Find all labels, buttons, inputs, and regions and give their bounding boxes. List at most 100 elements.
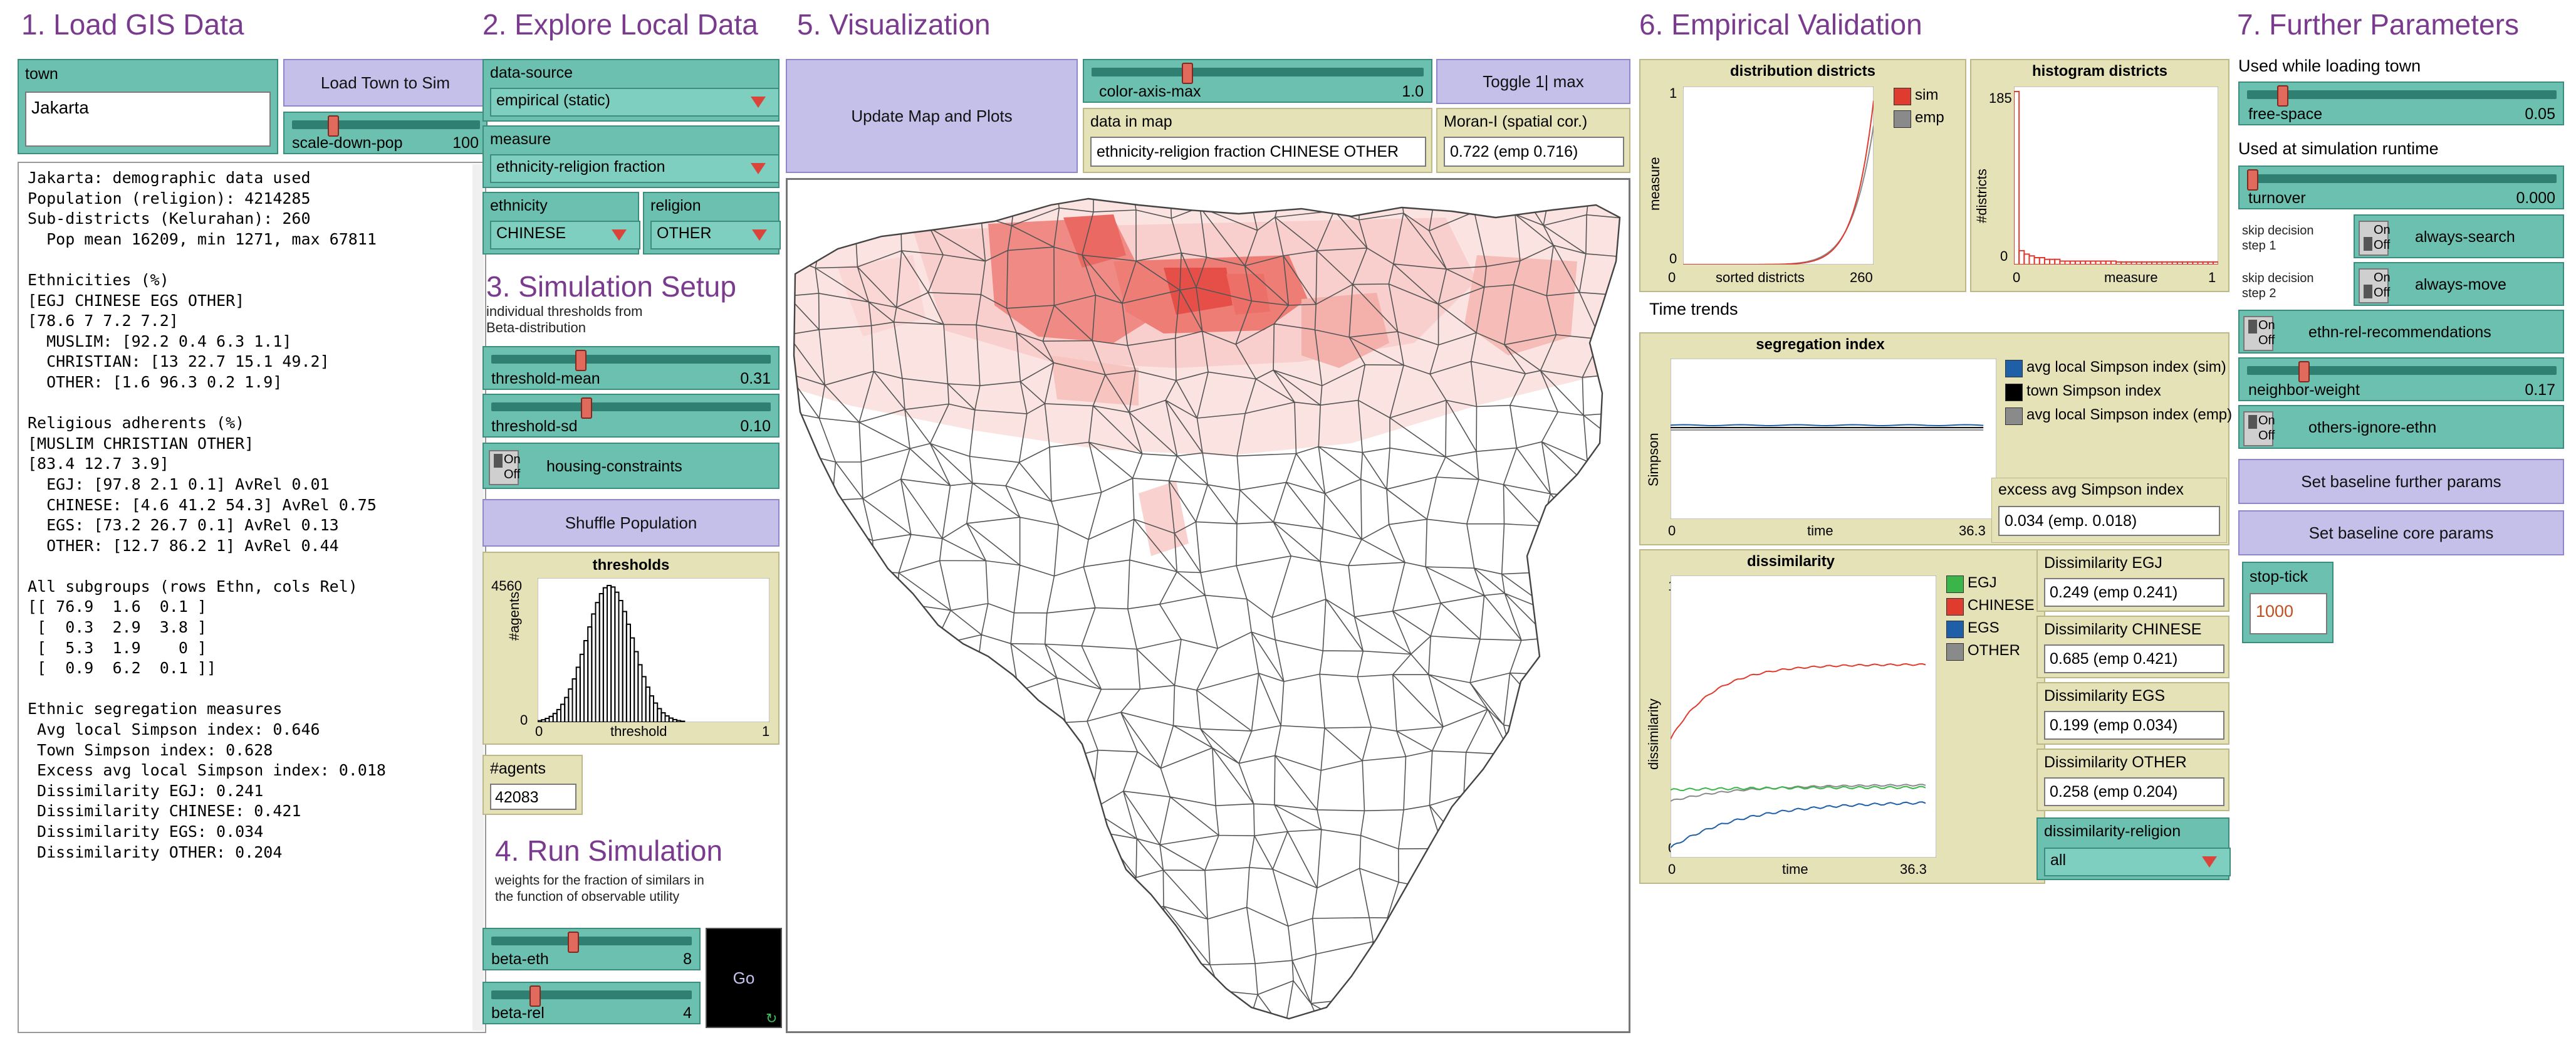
shuffle-population-button[interactable]: Shuffle Population [482,499,780,547]
histogram-districts-plot: histogram districts 185 0 #districts 0 m… [1970,59,2229,292]
always-move-switch[interactable]: On Off always-move [2354,262,2564,306]
load-town-button[interactable]: Load Town to Sim [283,59,488,107]
ethn-rel-recommendations-switch[interactable]: On Off ethn-rel-recommendations [2238,310,2564,354]
legend-egj-label: EGJ [1968,574,1997,591]
output-scrollbar[interactable] [472,164,484,1031]
switch-on-label: On [2374,223,2391,237]
section-header-explore: 2. Explore Local Data [482,8,758,41]
legend-avg-emp-swatch [2005,407,2023,425]
update-map-button[interactable]: Update Map and Plots [786,59,1078,173]
section-header-setup: 3. Simulation Setup [486,270,736,303]
scale-down-pop-slider[interactable]: scale-down-pop 100 [283,112,488,154]
y-max-label: 185 [1989,90,2012,106]
map-view[interactable] [786,178,1630,1033]
toggle-switch[interactable]: On Off [2359,268,2391,303]
set-baseline-core-button[interactable]: Set baseline core params [2238,510,2564,555]
slider-track[interactable] [491,937,692,945]
x-max-label: 260 [1850,270,1873,285]
toggle-switch[interactable]: On Off [2243,316,2275,351]
y-max-label: 1 [1669,85,1677,101]
slider-knob[interactable] [568,932,580,953]
slider-knob[interactable] [2277,85,2288,107]
y-axis-label: Simpson [1645,433,1661,486]
dissimilarity-religion-value[interactable]: all [2044,848,2231,876]
agents-monitor: #agents 42083 [482,755,583,815]
slider-track[interactable] [292,120,480,129]
slider-track[interactable] [2247,366,2557,375]
legend-egs-swatch [1946,621,1964,638]
slider-knob[interactable] [1182,63,1194,84]
toggle-switch[interactable]: On Off [489,450,521,485]
slider-track[interactable] [491,402,771,411]
always-move-label: always-move [2415,276,2506,293]
thresholds-histogram [538,578,769,722]
dissimilarity-other-monitor: Dissimilarity OTHER 0.258 (emp 0.204) [2036,748,2229,811]
town-input[interactable]: Jakarta [25,92,271,147]
beta-rel-slider[interactable]: beta-rel 4 [482,982,701,1024]
slider-knob[interactable] [2247,169,2258,191]
runtime-note: Used at simulation runtime [2238,139,2439,158]
skip-step1-note: skip decision step 1 [2242,224,2314,253]
output-panel[interactable]: Jakarta: demographic data used Populatio… [18,162,486,1033]
stop-tick-input[interactable]: 1000 [2250,593,2327,634]
setup-note: individual thresholds from Beta-distribu… [486,303,643,335]
measure-value[interactable]: ethnicity-religion fraction [490,154,780,183]
religion-chooser[interactable]: religion OTHER [643,192,781,255]
color-axis-max-slider[interactable]: color-axis-max 1.0 [1083,59,1432,103]
town-input-widget[interactable]: town Jakarta [18,59,278,154]
plot-title: distribution districts [1729,63,1875,80]
ethnicity-label: ethnicity [490,197,548,214]
legend-chinese-swatch [1946,598,1964,616]
plot-title: histogram districts [2031,63,2168,80]
go-button[interactable]: Go [706,928,782,1028]
legend-avg-sim-label: avg local Simpson index (sim) [2026,359,2226,376]
slider-track[interactable] [2247,90,2557,99]
slider-track[interactable] [491,355,771,364]
legend-emp-label: emp [1915,109,1944,126]
switch-on-label: On [2258,414,2275,428]
data-source-value[interactable]: empirical (static) [490,88,780,117]
dissimilarity-religion-chooser[interactable]: dissimilarity-religion all [2036,817,2231,880]
neighbor-weight-slider[interactable]: neighbor-weight 0.17 [2238,357,2564,401]
y-axis-label: dissimilarity [1645,698,1661,770]
ethnicity-chooser[interactable]: ethnicity CHINESE [482,192,640,255]
legend-sim-label: sim [1915,87,1939,103]
dissimilarity-plot: dissimilarity 1 0 dissimilarity 0 time 3… [1639,549,2045,884]
chevron-down-icon [751,163,766,174]
dissimilarity-chinese-monitor: Dissimilarity CHINESE 0.685 (emp 0.421) [2036,616,2229,678]
toggle-switch[interactable]: On Off [2359,221,2391,256]
threshold-sd-value: 0.10 [740,418,771,435]
slider-knob[interactable] [575,350,587,371]
data-source-chooser[interactable]: data-source empirical (static) [482,59,780,122]
slider-knob[interactable] [529,985,541,1007]
chevron-down-icon [612,229,627,241]
toggle-max-button[interactable]: Toggle 1| max [1436,59,1630,104]
turnover-slider[interactable]: turnover 0.000 [2238,165,2564,209]
set-baseline-further-button[interactable]: Set baseline further params [2238,459,2564,504]
segregation-index-plot: segregation index Simpson 0 time 36.3 av… [1639,332,2232,545]
toggle-switch[interactable]: On Off [2243,411,2275,446]
slider-track[interactable] [1092,68,1424,76]
y-axis-label: measure [1647,157,1662,211]
legend-town-swatch [2005,384,2023,401]
slider-knob[interactable] [580,397,592,419]
switch-knob [494,454,503,468]
dissimilarity-other-value: 0.258 (emp 0.204) [2044,777,2224,806]
housing-constraints-switch[interactable]: On Off housing-constraints [482,443,780,489]
stop-tick-input-widget[interactable]: stop-tick 1000 [2242,562,2334,643]
x-axis-label: measure [2104,270,2158,285]
others-ignore-ethn-switch[interactable]: On Off others-ignore-ethn [2238,405,2564,449]
threshold-sd-slider[interactable]: threshold-sd 0.10 [482,394,780,438]
district-map[interactable] [788,180,1629,1031]
color-axis-max-label: color-axis-max [1099,83,1201,100]
beta-eth-slider[interactable]: beta-eth 8 [482,928,701,970]
slider-knob[interactable] [2298,361,2310,382]
threshold-mean-slider[interactable]: threshold-mean 0.31 [482,346,780,390]
always-search-switch[interactable]: On Off always-search [2354,214,2564,258]
slider-knob[interactable] [328,115,340,137]
slider-track[interactable] [491,990,692,999]
free-space-slider[interactable]: free-space 0.05 [2238,81,2564,125]
slider-track[interactable] [2247,174,2557,183]
switch-off-label: Off [2258,334,2275,347]
measure-chooser[interactable]: measure ethnicity-religion fraction [482,125,780,188]
